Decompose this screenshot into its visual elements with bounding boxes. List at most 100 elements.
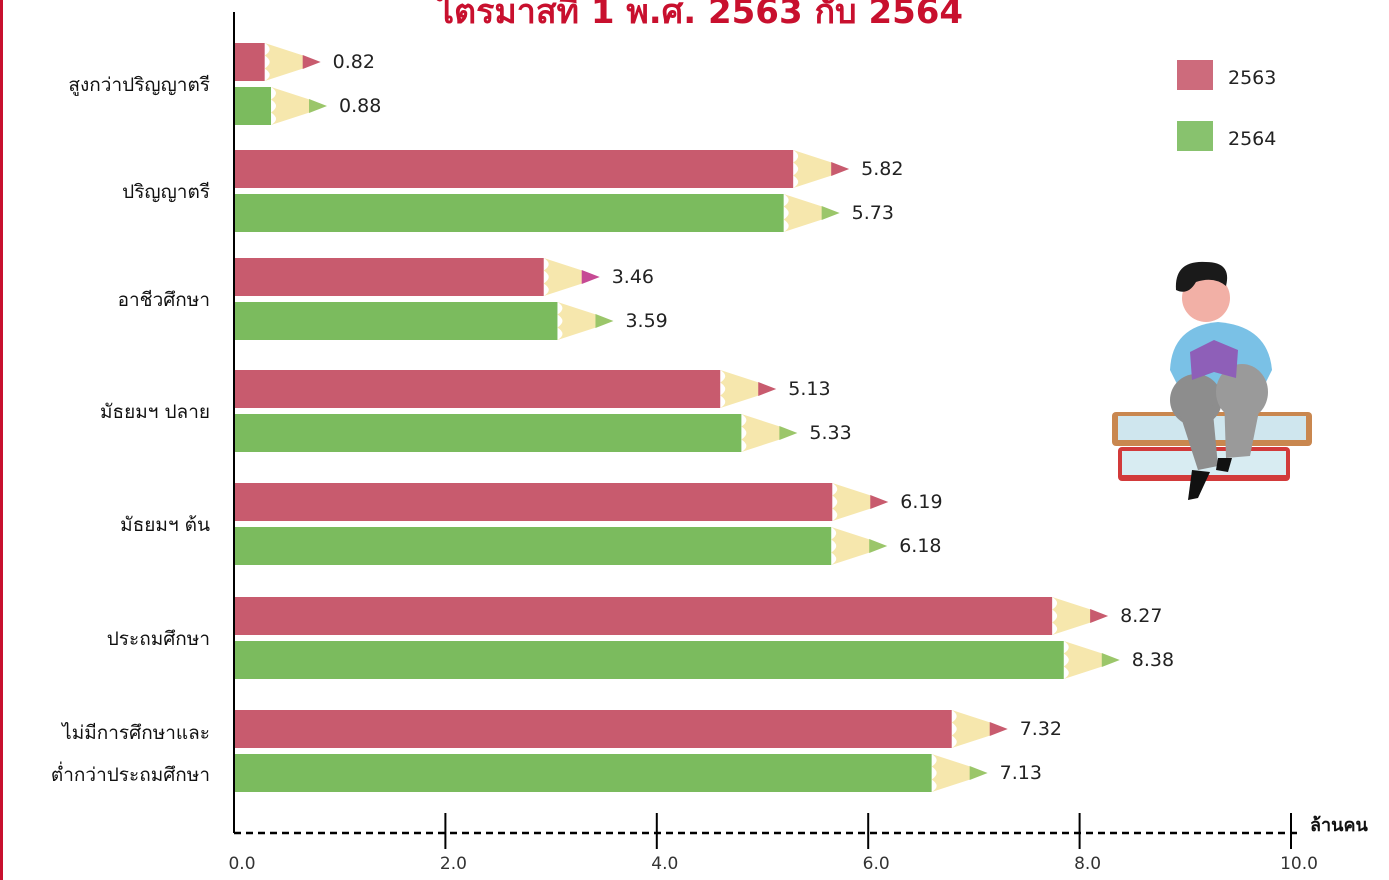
category-label: ไม่มีการศึกษาและต่ำกว่าประถมศึกษา (51, 722, 210, 786)
value-label: 3.59 (625, 310, 667, 332)
bar-2563-3: 5.13 (234, 370, 831, 408)
x-tick-label: 2.0 (440, 854, 467, 874)
pencil-shaft (234, 43, 265, 81)
chart-title: ไตรมาสที่ 1 พ.ศ. 2563 กับ 2564 (436, 0, 964, 32)
legend: 2563 2564 (1177, 60, 1276, 151)
x-tick-label: 0.0 (228, 854, 255, 874)
bar-2564-4: 6.18 (234, 527, 942, 565)
left-border-rule (0, 0, 3, 880)
bar-2564-0: 0.88 (234, 87, 381, 125)
pencil-lead (1090, 609, 1109, 623)
pencil-wood (1052, 597, 1093, 635)
shoe-right-icon (1216, 458, 1232, 472)
bar-2563-4: 6.19 (234, 483, 943, 521)
legend-label-2563: 2563 (1228, 67, 1276, 89)
value-label: 3.46 (612, 266, 654, 288)
pencil-shaft (234, 302, 558, 340)
category-label: ปริญญาตรี (122, 181, 210, 203)
unit-label: ล้านคน (1310, 815, 1368, 836)
pencil-wood (720, 370, 761, 408)
open-book-icon (1190, 340, 1238, 380)
pencil-lead (1101, 653, 1120, 667)
x-tick-label: 6.0 (863, 854, 890, 874)
category-label: มัธยมฯ ต้น (120, 514, 210, 536)
bar-2563-2: 3.46 (234, 258, 654, 296)
category-label: อาชีวศึกษา (118, 289, 210, 311)
bars-layer: 0.82 0.88 5.82 5.73 3.46 3.59 5.13 5.33 6.19 6.18… (234, 43, 1174, 792)
bar-2564-3: 5.33 (234, 414, 852, 452)
pencil-shaft (234, 597, 1053, 635)
bar-2564-5: 8.38 (234, 641, 1174, 679)
pencil-wood (931, 754, 972, 792)
category-label-line: อาชีวศึกษา (118, 289, 210, 311)
legend-swatch-2564 (1177, 121, 1213, 151)
pencil-shaft (234, 641, 1064, 679)
category-label-line: มัธยมฯ ต้น (120, 514, 210, 536)
category-label-line: มัธยมฯ ปลาย (100, 401, 210, 423)
pencil-wood (271, 87, 312, 125)
pencil-wood (264, 43, 305, 81)
category-label: สูงกว่าปริญญาตรี (68, 74, 210, 96)
category-label-line: สูงกว่าปริญญาตรี (68, 74, 210, 96)
pencil-wood (793, 150, 834, 188)
pencil-lead (302, 55, 321, 69)
pencil-shaft (234, 483, 833, 521)
bar-2563-5: 8.27 (234, 597, 1162, 635)
pencil-wood (543, 258, 584, 296)
category-label-line: ปริญญาตรี (122, 181, 210, 203)
axes-layer: สูงกว่าปริญญาตรีปริญญาตรีอาชีวศึกษามัธยม… (51, 12, 1368, 874)
bar-2563-6: 7.32 (234, 710, 1062, 748)
value-label: 5.13 (788, 378, 830, 400)
leg-left (1176, 402, 1218, 470)
face-icon (1182, 274, 1230, 322)
category-label: มัธยมฯ ปลาย (100, 401, 210, 423)
pencil-shaft (234, 194, 784, 232)
pencil-lead (581, 270, 600, 284)
pencil-shaft (234, 414, 742, 452)
legend-label-2564: 2564 (1228, 128, 1276, 150)
pencil-shaft (234, 754, 932, 792)
value-label: 7.13 (1000, 762, 1042, 784)
leg-right (1224, 396, 1262, 458)
shoe-left-icon (1188, 470, 1210, 500)
pencil-lead (779, 426, 798, 440)
bar-2564-2: 3.59 (234, 302, 668, 340)
bar-2564-1: 5.73 (234, 194, 894, 232)
pencil-wood (783, 194, 824, 232)
pencil-wood (741, 414, 782, 452)
pencil-lead (869, 539, 888, 553)
category-label: ประถมศึกษา (107, 628, 210, 650)
pencil-shaft (234, 87, 272, 125)
value-label: 0.88 (339, 95, 381, 117)
category-label-line: ต่ำกว่าประถมศึกษา (51, 761, 210, 786)
legend-swatch-2563 (1177, 60, 1213, 90)
value-label: 0.82 (333, 51, 375, 73)
value-label: 5.33 (809, 422, 851, 444)
pencil-shaft (234, 150, 794, 188)
pencil-wood (557, 302, 598, 340)
value-label: 5.73 (852, 202, 894, 224)
value-label: 8.27 (1120, 605, 1162, 627)
value-label: 6.19 (900, 491, 942, 513)
pencil-shaft (234, 258, 544, 296)
pencil-lead (309, 99, 328, 113)
pencil-lead (831, 162, 850, 176)
pencil-lead (758, 382, 777, 396)
pencil-lead (595, 314, 614, 328)
value-label: 7.32 (1020, 718, 1062, 740)
pencil-shaft (234, 527, 832, 565)
x-tick-label: 10.0 (1280, 854, 1318, 874)
bar-2563-0: 0.82 (234, 43, 375, 81)
pencil-lead (989, 722, 1008, 736)
x-tick-label: 8.0 (1074, 854, 1101, 874)
bar-2564-6: 7.13 (234, 754, 1042, 792)
value-label: 5.82 (861, 158, 903, 180)
pencil-wood (1063, 641, 1104, 679)
pencil-shaft (234, 370, 721, 408)
bar-2563-1: 5.82 (234, 150, 903, 188)
value-label: 6.18 (899, 535, 941, 557)
pencil-lead (969, 766, 988, 780)
pencil-lead (870, 495, 889, 509)
category-label-line: ประถมศึกษา (107, 628, 210, 650)
